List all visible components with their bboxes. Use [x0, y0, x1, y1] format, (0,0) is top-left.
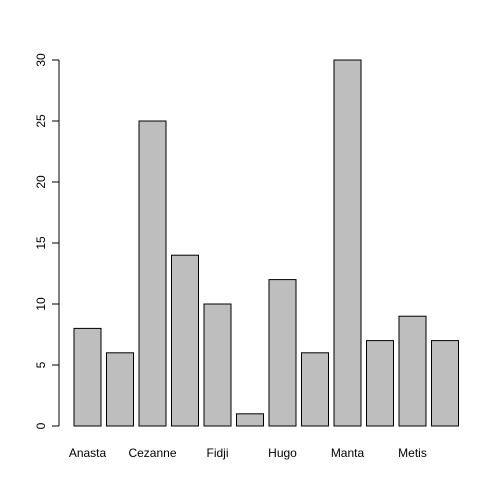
bar	[73, 327, 102, 427]
bars	[73, 59, 459, 427]
y-tick-label: 20	[34, 175, 48, 189]
bar	[203, 303, 232, 427]
bar	[366, 340, 394, 427]
x-axis-labels: Anasta Cezanne Fidji Hugo Manta Metis	[69, 446, 427, 460]
x-tick-label: Anasta	[69, 446, 107, 460]
x-tick-label: Metis	[398, 446, 427, 460]
bar	[236, 413, 264, 427]
bar	[431, 340, 459, 427]
bar	[301, 352, 329, 427]
y-tick-label: 30	[34, 53, 48, 67]
x-tick-label: Cezanne	[128, 446, 176, 460]
y-tick-label: 15	[34, 236, 48, 250]
y-tick-label: 10	[34, 297, 48, 311]
bar	[268, 279, 297, 427]
bar	[398, 315, 427, 427]
x-tick-label: Hugo	[268, 446, 297, 460]
y-tick-label: 25	[34, 114, 48, 128]
x-tick-label: Fidji	[206, 446, 228, 460]
bar	[333, 59, 362, 427]
bar	[171, 254, 199, 427]
y-tick-label: 0	[34, 422, 48, 429]
bar	[106, 352, 134, 427]
y-axis: 0 5 10 15 20 25 30	[34, 53, 60, 429]
bar	[138, 120, 167, 427]
x-tick-label: Manta	[331, 446, 365, 460]
y-tick-label: 5	[34, 361, 48, 368]
